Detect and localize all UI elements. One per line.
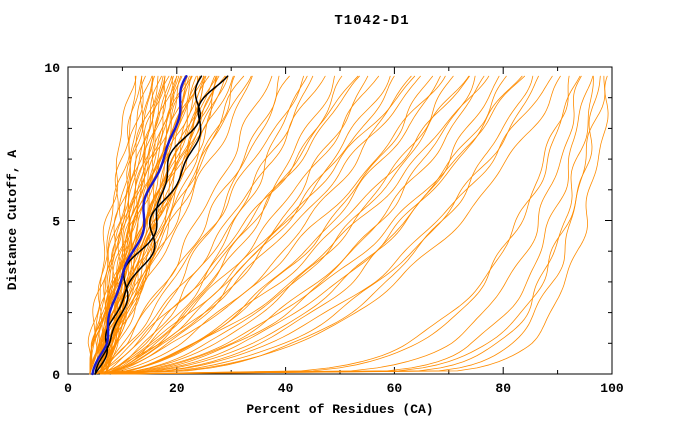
- model-curve-orange: [111, 75, 553, 375]
- model-curve-orange: [100, 75, 308, 375]
- model-curve-orange: [94, 75, 446, 375]
- model-curve-orange: [100, 75, 226, 375]
- model-curve-orange: [100, 75, 280, 375]
- x-axis-label: Percent of Residues (CA): [246, 402, 433, 417]
- model-curve-orange: [105, 75, 485, 375]
- plot-layer: 0 20 40 60 80 100 0 5 10: [44, 61, 624, 396]
- highlight-curve-blue: [91, 75, 188, 376]
- model-curve-orange: [116, 75, 594, 375]
- model-curve-orange: [89, 75, 192, 375]
- model-curve-orange: [100, 75, 561, 375]
- model-curve-orange: [94, 75, 235, 375]
- model-curve-orange: [100, 75, 416, 375]
- svg-text:0: 0: [52, 368, 60, 383]
- model-curve-orange: [105, 75, 507, 375]
- svg-text:5: 5: [52, 215, 60, 230]
- svg-text:40: 40: [278, 381, 294, 396]
- model-curve-orange: [100, 75, 490, 375]
- model-curve-orange: [94, 75, 177, 375]
- model-curve-orange: [105, 75, 539, 375]
- model-curve-orange: [94, 75, 326, 375]
- model-curve-orange: [105, 75, 525, 375]
- svg-text:80: 80: [495, 381, 511, 396]
- model-curve-orange: [94, 75, 359, 375]
- model-curve-orange: [111, 75, 570, 375]
- model-curve-orange: [100, 75, 304, 375]
- y-axis-label: Distance Cutoff, A: [5, 150, 20, 291]
- model-curve-orange: [116, 75, 582, 375]
- model-curve-orange: [111, 75, 523, 375]
- highlight-curve-black: [94, 75, 203, 375]
- model-curve-orange: [89, 75, 143, 375]
- model-curve-orange: [105, 75, 252, 375]
- model-curve-orange: [100, 75, 534, 375]
- model-curve-orange: [100, 75, 245, 375]
- model-curve-orange: [105, 75, 441, 375]
- model-curve-orange: [100, 75, 215, 375]
- svg-text:60: 60: [387, 381, 403, 396]
- model-curve-orange: [100, 75, 253, 375]
- svg-text:10: 10: [44, 61, 60, 76]
- model-curve-orange: [100, 75, 369, 375]
- model-curve-orange: [100, 75, 500, 375]
- model-curve-orange: [105, 75, 314, 375]
- model-curve-orange: [89, 75, 166, 375]
- svg-text:0: 0: [64, 381, 72, 396]
- model-curve-orange: [116, 75, 581, 375]
- svg-text:100: 100: [600, 381, 624, 396]
- model-curve-orange: [89, 75, 205, 375]
- svg-text:20: 20: [169, 381, 185, 396]
- model-curve-orange: [105, 75, 470, 375]
- model-curve-orange: [100, 75, 217, 375]
- model-curve-orange: [105, 75, 379, 375]
- highlight-curve-black: [94, 75, 229, 375]
- model-curve-orange: [111, 75, 594, 375]
- model-curve-orange: [89, 75, 137, 375]
- model-curve-orange: [122, 75, 601, 375]
- model-curve-orange: [111, 75, 470, 375]
- model-curve-orange: [94, 75, 290, 375]
- model-curve-orange: [87, 75, 137, 375]
- model-curve-orange: [94, 75, 395, 375]
- model-curve-orange: [94, 75, 153, 375]
- model-curve-orange: [105, 75, 234, 375]
- model-curve-orange: [105, 75, 421, 375]
- chart-title: T1042-D1: [334, 13, 409, 29]
- model-curve-orange: [111, 75, 609, 375]
- model-curve-orange: [116, 75, 606, 375]
- model-curve-orange: [100, 75, 391, 375]
- model-curve-orange: [89, 75, 159, 375]
- model-curve-orange: [105, 75, 360, 375]
